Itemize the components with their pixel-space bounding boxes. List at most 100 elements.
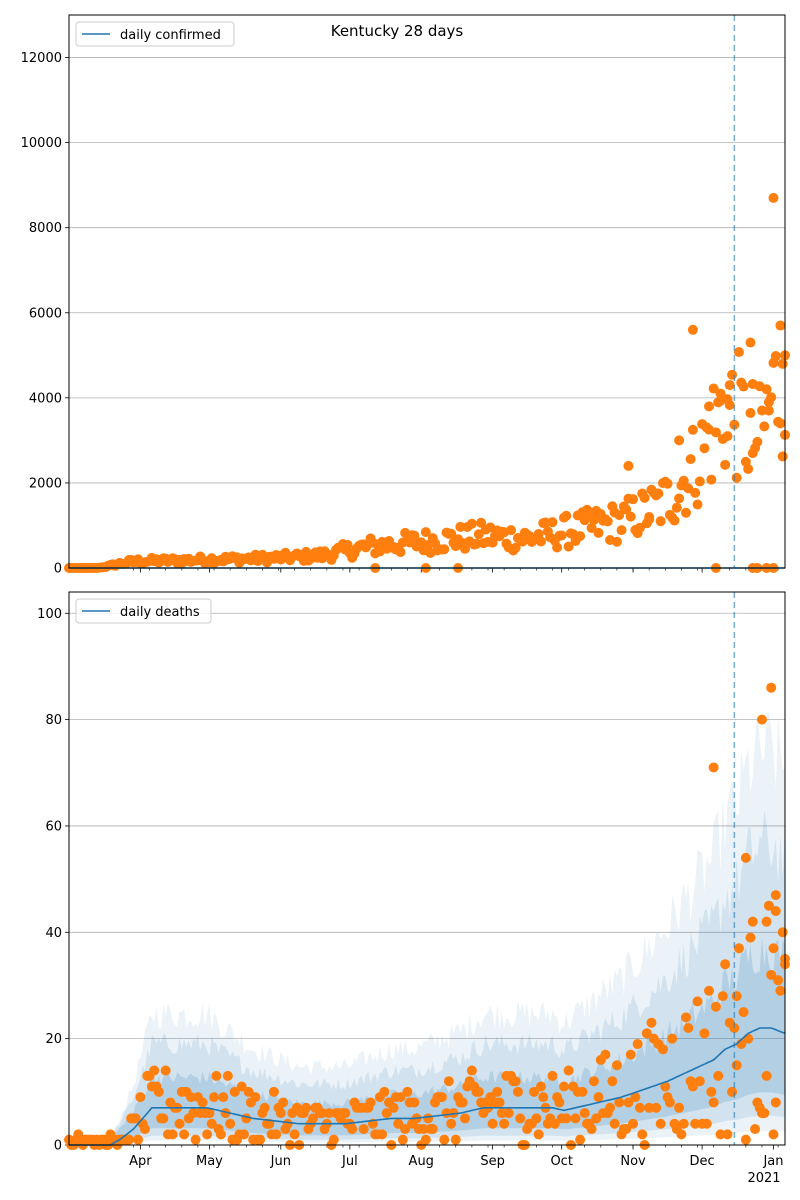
- deaths-point: [708, 762, 719, 773]
- deaths-point: [158, 1113, 169, 1124]
- deaths-point: [186, 1092, 197, 1103]
- x-tick-label-sep: Sep: [480, 1154, 505, 1169]
- deaths-point: [708, 1097, 719, 1108]
- deaths-point: [328, 1134, 339, 1145]
- deaths-point: [586, 1124, 597, 1135]
- deaths-point: [768, 1129, 779, 1140]
- deaths-point: [259, 1102, 270, 1113]
- deaths-point: [499, 1118, 510, 1129]
- confirmed-point: [777, 358, 788, 369]
- deaths-point: [381, 1108, 392, 1119]
- deaths-point: [275, 1108, 286, 1119]
- confirmed-point: [653, 488, 664, 499]
- confirmed-point: [674, 493, 685, 504]
- confirmed-point: [720, 459, 731, 470]
- deaths-point: [738, 1007, 749, 1018]
- confirmed-point: [708, 383, 719, 394]
- deaths-point: [418, 1124, 429, 1135]
- deaths-x-ticks: Apr May Jun Jul Aug Sep Oct Nov Dec Jan: [68, 1145, 784, 1169]
- confirmed-point: [556, 530, 567, 541]
- confirmed-legend: daily confirmed: [75, 21, 235, 47]
- confirmed-point: [628, 494, 639, 505]
- deaths-point: [634, 1102, 645, 1113]
- deaths-point: [611, 1060, 622, 1071]
- deaths-point: [340, 1108, 351, 1119]
- x-tick-label-jul: Jul: [341, 1154, 358, 1169]
- deaths-point: [133, 1134, 144, 1145]
- deaths-point: [123, 1134, 134, 1145]
- deaths-point: [215, 1129, 226, 1140]
- confirmed-point: [678, 475, 689, 486]
- deaths-point: [149, 1065, 160, 1076]
- deaths-point: [745, 932, 756, 943]
- deaths-point: [607, 1076, 618, 1087]
- y-tick-label: 6000: [29, 306, 62, 321]
- deaths-point: [621, 1124, 632, 1135]
- confirmed-point: [593, 527, 604, 538]
- y-tick-label: 60: [45, 819, 62, 834]
- confirmed-point: [547, 517, 558, 528]
- deaths-point: [628, 1118, 639, 1129]
- deaths-point: [188, 1108, 199, 1119]
- confirmed-point: [563, 541, 574, 552]
- deaths-point: [575, 1134, 586, 1145]
- confirmed-point: [644, 511, 655, 522]
- deaths-point: [473, 1086, 484, 1097]
- deaths-point: [657, 1044, 668, 1055]
- deaths-point: [515, 1113, 526, 1124]
- deaths-point: [591, 1113, 602, 1124]
- deaths-point: [135, 1092, 146, 1103]
- deaths-point: [250, 1092, 261, 1103]
- deaths-point: [641, 1028, 652, 1039]
- deaths-point: [609, 1118, 620, 1129]
- deaths-point: [347, 1124, 358, 1135]
- confirmed-point: [602, 516, 613, 527]
- confirmed-point: [662, 478, 673, 489]
- deaths-point: [655, 1118, 666, 1129]
- y-tick-label: 2000: [29, 476, 62, 491]
- confirmed-point: [669, 515, 680, 526]
- confirmed-point: [510, 542, 521, 553]
- deaths-point: [770, 906, 781, 917]
- deaths-point: [593, 1092, 604, 1103]
- confirmed-point: [446, 528, 457, 539]
- x-tick-label-jan: Jan: [762, 1154, 783, 1169]
- confirmed-point: [439, 544, 450, 555]
- deaths-point: [494, 1097, 505, 1108]
- deaths-point: [766, 969, 777, 980]
- deaths-point: [190, 1134, 201, 1145]
- y-tick-label: 0: [54, 562, 62, 577]
- deaths-point: [704, 985, 715, 996]
- deaths-point: [139, 1124, 150, 1135]
- deaths-point: [179, 1129, 190, 1140]
- deaths-point: [388, 1102, 399, 1113]
- uncertainty-band: [69, 711, 785, 1145]
- deaths-point: [722, 1129, 733, 1140]
- deaths-point: [549, 1118, 560, 1129]
- deaths-point: [694, 1076, 705, 1087]
- deaths-panel: 0 20 40 60 80 100 Apr May Jun Jul Aug Sep Oct Nov Dec…: [37, 591, 790, 1186]
- confirmed-point: [775, 418, 786, 429]
- deaths-legend: daily deaths: [75, 598, 212, 624]
- deaths-point: [492, 1086, 503, 1097]
- confirmed-point: [715, 388, 726, 399]
- year-label: 2021: [747, 1171, 780, 1186]
- deaths-point: [756, 714, 767, 725]
- deaths-y-ticks: 0 20 40 60 80 100: [37, 607, 69, 1154]
- confirmed-point: [459, 543, 470, 554]
- y-tick-label: 4000: [29, 391, 62, 406]
- deaths-point: [681, 1012, 692, 1023]
- confirmed-point: [722, 431, 733, 442]
- confirmed-point: [685, 454, 696, 465]
- deaths-point: [699, 1028, 710, 1039]
- confirmed-axes-frame: [68, 14, 786, 569]
- confirmed-point: [756, 405, 767, 416]
- deaths-point: [427, 1124, 438, 1135]
- x-tick-label-dec: Dec: [690, 1154, 715, 1169]
- deaths-point: [358, 1124, 369, 1135]
- deaths-point: [713, 1070, 724, 1081]
- deaths-point: [538, 1092, 549, 1103]
- deaths-point: [448, 1108, 459, 1119]
- y-tick-label: 100: [37, 607, 62, 622]
